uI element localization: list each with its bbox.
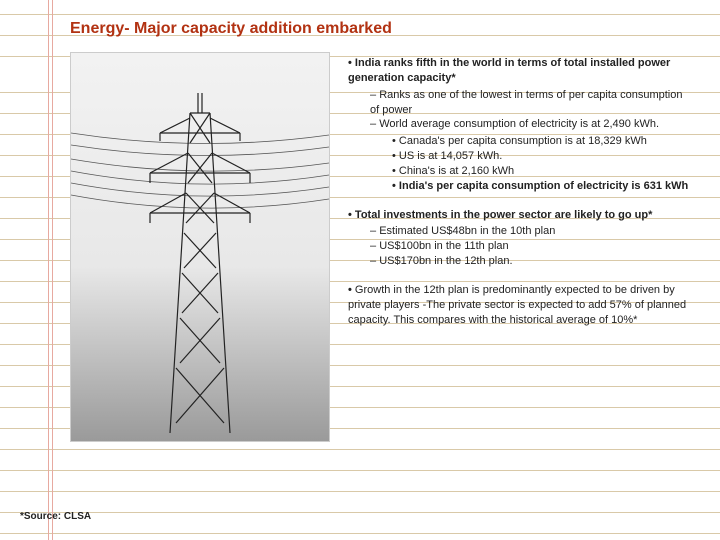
bullet-2-sub-3: US$170bn in the 12th plan. (370, 254, 690, 269)
bullet-3: Growth in the 12th plan is predominantly… (348, 283, 690, 328)
bullet-1-sub-2c: China's is at 2,160 kWh (392, 164, 690, 179)
text-column: India ranks fifth in the world in terms … (348, 52, 690, 442)
bullet-1-lead: India ranks fifth in the world in terms … (348, 56, 690, 86)
bullet-3-text: Growth in the 12th plan is predominantly… (348, 283, 690, 328)
bullet-1-sub-2a: Canada's per capita consumption is at 18… (392, 134, 690, 149)
bullet-2: Total investments in the power sector ar… (348, 208, 690, 269)
main-row: India ranks fifth in the world in terms … (70, 52, 690, 442)
bullet-1-sub-2: World average consumption of electricity… (370, 117, 690, 132)
source-note: *Source: CLSA (20, 511, 91, 522)
bullet-1-sub-2b: US is at 14,057 kWh. (392, 149, 690, 164)
tower-image (70, 52, 330, 442)
bullet-2-sub-2: US$100bn in the 11th plan (370, 239, 690, 254)
bullet-2-sub-1: Estimated US$48bn in the 10th plan (370, 224, 690, 239)
bullet-1: India ranks fifth in the world in terms … (348, 56, 690, 194)
bullet-1-sub-2d: India's per capita consumption of electr… (392, 179, 690, 194)
bullet-1-sub-1: Ranks as one of the lowest in terms of p… (370, 88, 690, 118)
bullet-2-lead: Total investments in the power sector ar… (348, 208, 690, 223)
slide-title: Energy- Major capacity addition embarked (70, 20, 690, 38)
transmission-tower-icon (140, 93, 260, 433)
